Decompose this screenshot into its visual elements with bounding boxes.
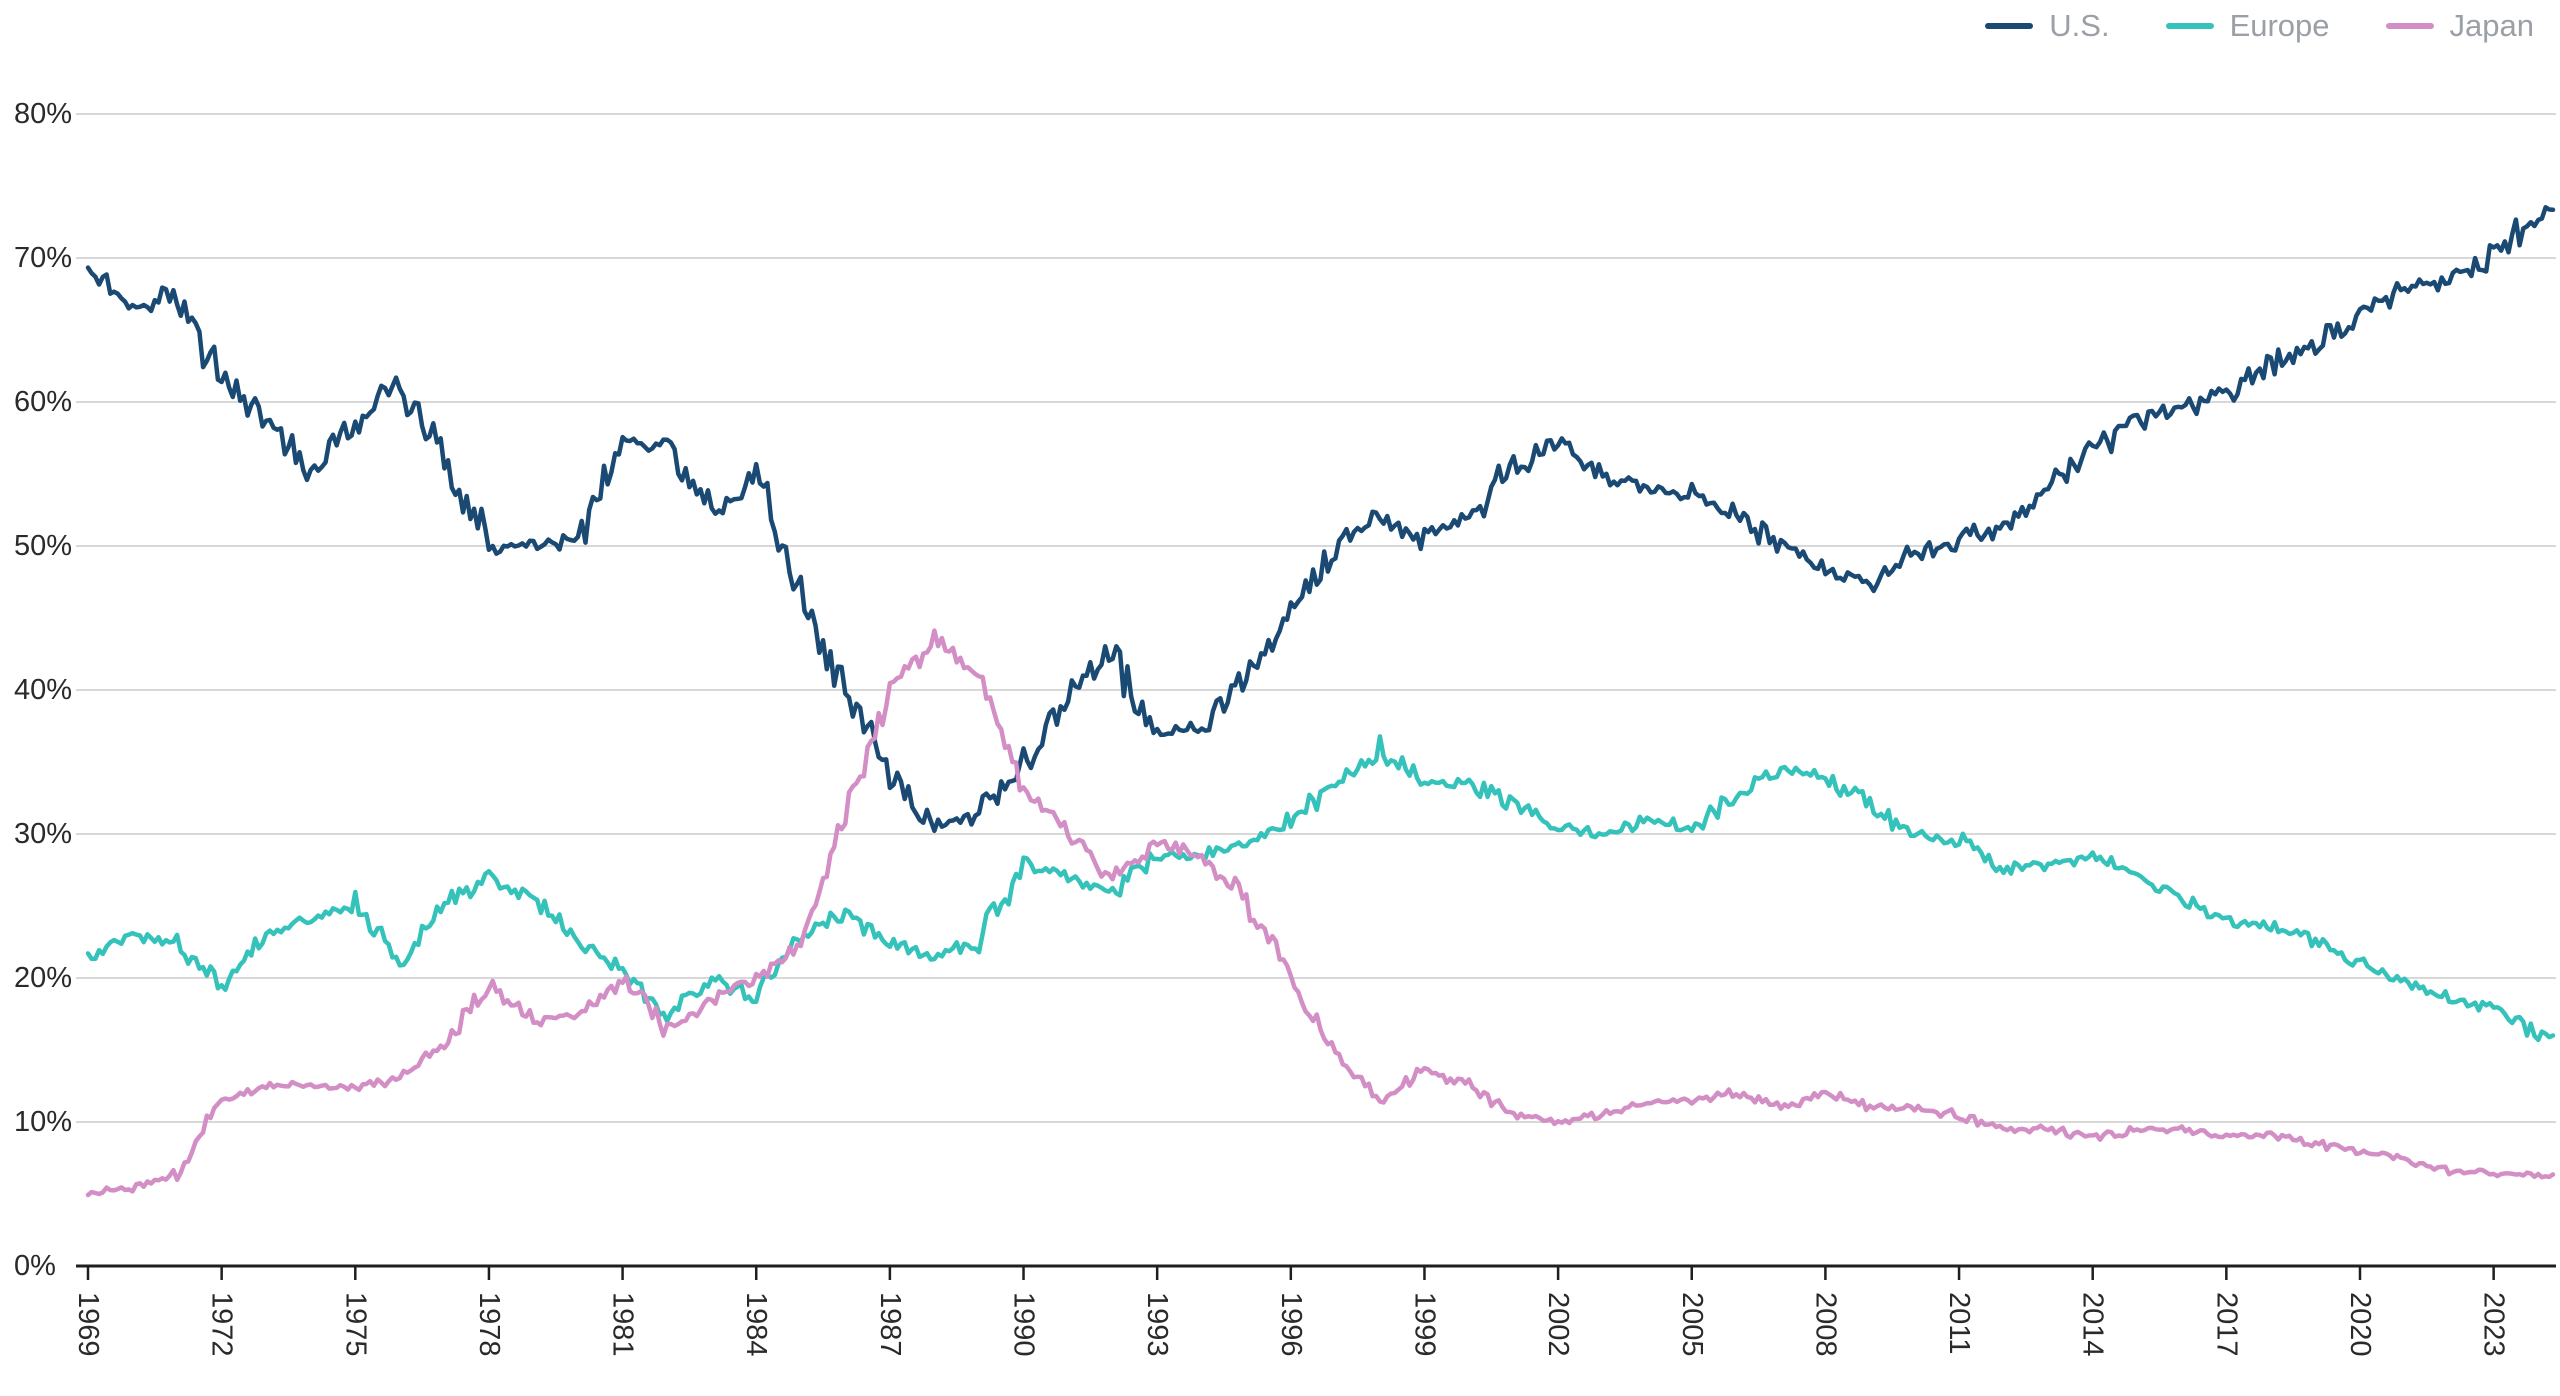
x-tick-label: 2005 [1676, 1292, 1708, 1357]
x-tick-label: 2014 [2077, 1292, 2109, 1357]
y-tick-label: 10% [14, 1106, 72, 1138]
x-tick-label: 1969 [72, 1292, 104, 1357]
x-tick-label: 1981 [607, 1292, 639, 1357]
y-tick-label: 50% [14, 530, 72, 562]
gridlines: 0% 10% 20% 30% 40% 50% 60% 70% 80% [14, 98, 2556, 1282]
y-tick-label: 20% [14, 962, 72, 994]
legend-item-europe: Europe [2165, 8, 2330, 44]
legend: U.S. Europe Japan [1985, 8, 2534, 44]
x-tick-label: 1999 [1408, 1292, 1440, 1357]
legend-item-japan: Japan [2385, 8, 2534, 44]
x-tick-label: 1996 [1275, 1292, 1307, 1357]
y-tick-label: 80% [14, 98, 72, 130]
x-tick-label: 2008 [1809, 1292, 1841, 1357]
x-tick-label: 1975 [339, 1292, 371, 1357]
x-tick-label: 2002 [1542, 1292, 1574, 1357]
legend-item-us: U.S. [1985, 8, 2110, 44]
y-tick-label: 30% [14, 818, 72, 850]
x-tick-label: 1990 [1008, 1292, 1040, 1357]
series-lines [85, 205, 2556, 1198]
y-tick-label: 70% [14, 242, 72, 274]
series-line-europe [85, 734, 2556, 1043]
legend-label-japan: Japan [2449, 8, 2534, 43]
x-tick-label: 1993 [1141, 1292, 1173, 1357]
x-axis: 1969 1972 1975 1978 1981 1984 1987 1990 1993 1996… [72, 1266, 2510, 1357]
legend-label-europe: Europe [2229, 8, 2330, 43]
series-line-japan [85, 628, 2556, 1198]
x-tick-label: 2023 [2478, 1292, 2510, 1357]
y-tick-label: 40% [14, 674, 72, 706]
y-tick-label: 0% [14, 1250, 56, 1282]
x-tick-label: 1984 [740, 1292, 772, 1357]
series-line-us [85, 205, 2556, 834]
x-tick-label: 2011 [1943, 1292, 1975, 1354]
legend-label-us: U.S. [2049, 8, 2110, 43]
x-tick-label: 2017 [2210, 1292, 2242, 1357]
y-tick-label: 60% [14, 386, 72, 418]
legend-swatch-us [1985, 23, 2034, 29]
x-tick-label: 1972 [206, 1292, 238, 1357]
legend-swatch-europe [2165, 23, 2214, 29]
x-tick-label: 2020 [2344, 1292, 2376, 1357]
legend-swatch-japan [2385, 23, 2434, 29]
x-tick-label: 1978 [473, 1292, 505, 1357]
x-tick-label: 1987 [874, 1292, 906, 1357]
